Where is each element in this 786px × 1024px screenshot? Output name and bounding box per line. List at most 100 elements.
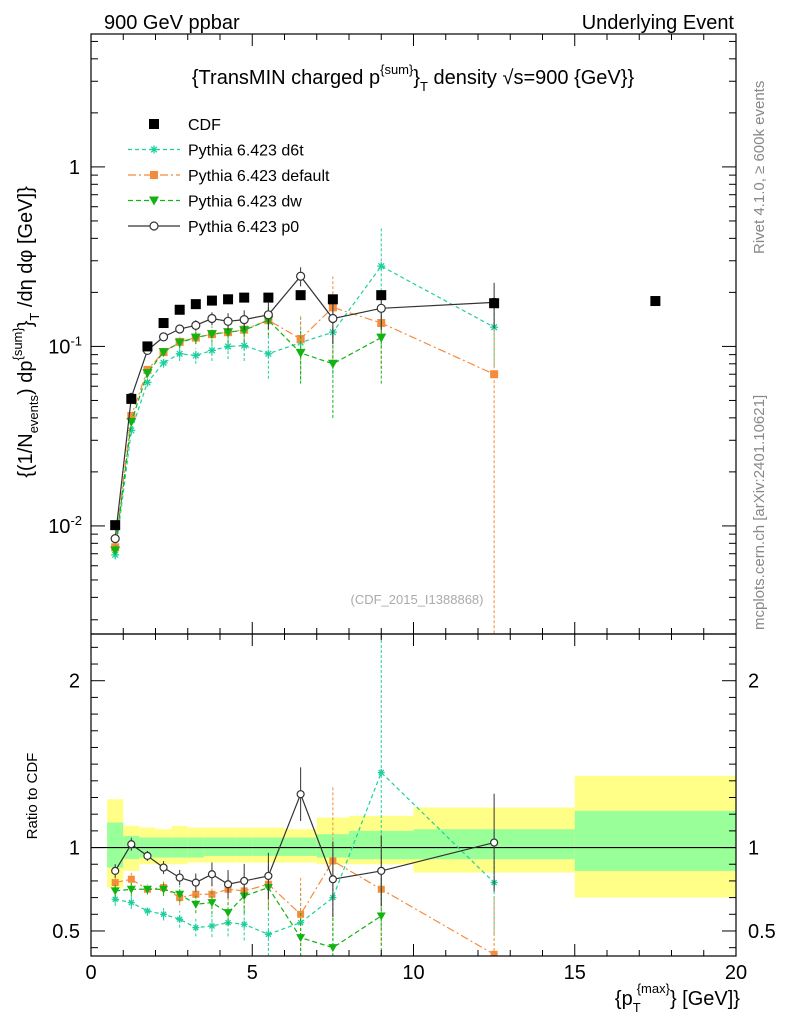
point-1-12	[377, 262, 386, 271]
legend: CDF Pythia 6.423 d6t Pythia 6.423 default P…	[128, 117, 330, 236]
point-1-1	[127, 426, 136, 435]
ratio-point-4-0	[111, 866, 120, 876]
legend-label-0: CDF	[188, 117, 221, 134]
ratio-tick-label-left-0: 0.5	[52, 921, 80, 943]
data-point-7	[223, 294, 234, 305]
header-left: 900 GeV ppbar	[104, 12, 240, 34]
point-4-5	[191, 320, 201, 330]
ratio-band-green-7	[220, 837, 237, 856]
series-line-3	[114, 319, 382, 551]
ratio-line-2	[115, 860, 495, 955]
data-point-3	[158, 318, 169, 329]
ratio-tick-label-left-2: 2	[69, 671, 80, 693]
data-point-13	[489, 298, 500, 309]
y-axis-label: {(1/Nevents) dp{sum}}T /dη dφ [GeV]}	[10, 186, 42, 478]
series-line-2	[114, 306, 495, 548]
ratio-band-green-0	[107, 822, 124, 868]
data-point-8	[239, 292, 250, 303]
point-2-1	[127, 411, 136, 420]
point-3-10	[295, 348, 306, 358]
ratio-point-4-6	[207, 870, 217, 879]
x-tick-label-10: 10	[402, 962, 424, 984]
ratio-tick-label-right-2: 2	[748, 671, 759, 693]
ratio-point-1-5	[192, 924, 200, 932]
ratio-point-4-4	[175, 873, 184, 882]
ratio-point-3-0	[110, 887, 120, 896]
y-tick-label-0: 10-2	[48, 513, 82, 538]
point-2-10	[296, 334, 305, 343]
point-1-5	[191, 351, 200, 360]
x-tick-label-15: 15	[564, 962, 586, 984]
point-1-7	[224, 342, 233, 351]
ratio-point-1-4	[176, 915, 184, 923]
point-3-11	[327, 359, 338, 369]
ratio-point-1-1	[127, 899, 135, 907]
legend-marker-1	[150, 145, 158, 154]
point-4-7	[223, 316, 233, 326]
point-3-4	[174, 338, 185, 348]
point-3-8	[239, 326, 250, 336]
ratio-point-3-5	[191, 900, 201, 909]
ratio-point-4-10	[296, 790, 305, 799]
ratio-tick-label-left-1: 1	[69, 838, 80, 860]
ratio-point-3-12	[376, 912, 386, 921]
point-4-12	[376, 303, 386, 313]
data-point-9	[263, 292, 274, 303]
ratio-band-green-6	[203, 837, 220, 856]
ratio-point-2-5	[192, 890, 200, 898]
point-1-9	[264, 349, 273, 358]
legend-label-4: Pythia 6.423 p0	[188, 219, 299, 236]
ratio-point-1-6	[208, 922, 216, 930]
ratio-point-3-3	[159, 885, 169, 894]
ratio-point-1-3	[160, 910, 168, 918]
point-1-4	[175, 349, 184, 358]
ratio-point-4-9	[264, 871, 273, 881]
ratio-point-3-2	[142, 885, 152, 894]
data-point-2	[142, 341, 153, 352]
point-3-5	[190, 333, 201, 343]
data-point-4	[174, 304, 185, 315]
y-tick-label-2: 1	[69, 157, 80, 179]
point-4-6	[207, 313, 217, 324]
mcplots-label: mcplots.cern.ch [arXiv:2401.10621]	[751, 395, 768, 630]
analysis-watermark: (CDF_2015_I1388868)	[351, 592, 484, 607]
point-2-13	[490, 370, 499, 379]
ratio-point-1-8	[240, 920, 248, 928]
x-tick-label-20: 20	[725, 962, 747, 984]
ratio-point-3-11	[328, 944, 338, 953]
ratio-point-3-1	[126, 885, 136, 894]
series-line-1	[114, 265, 495, 555]
data-point-12	[376, 290, 387, 301]
point-3-12	[376, 333, 387, 343]
ratio-point-4-7	[223, 880, 233, 889]
point-4-11	[328, 313, 338, 324]
header-right: Underlying Event	[582, 12, 735, 34]
legend-label-3: Pythia 6.423 dw	[188, 194, 302, 211]
series-line-4	[114, 275, 495, 539]
data-point-1	[126, 393, 137, 404]
ratio-band-green-8	[236, 837, 253, 856]
point-4-4	[175, 324, 185, 334]
legend-marker-4	[149, 221, 159, 231]
legend-label-2: Pythia 6.423 default	[188, 168, 330, 185]
ratio-point-4-3	[159, 863, 168, 872]
point-3-0	[110, 546, 121, 556]
ratio-point-4-11	[328, 875, 337, 884]
ratio-point-2-1	[127, 875, 135, 883]
ratio-point-2-0	[111, 879, 119, 887]
ratio-band-green-9	[252, 837, 285, 856]
data-point-0	[110, 520, 121, 531]
point-4-9	[263, 310, 273, 320]
data-point-10	[295, 290, 306, 301]
ratio-point-3-10	[296, 934, 306, 943]
x-tick-label-0: 0	[85, 962, 96, 984]
point-3-6	[206, 330, 217, 340]
ratio-point-3-7	[223, 909, 233, 918]
data-point-5	[190, 299, 201, 310]
ratio-point-4-13	[490, 838, 499, 847]
ratio-point-4-1	[127, 840, 136, 849]
legend-marker-2	[150, 171, 158, 179]
ratio-tick-label-right-1: 1	[748, 838, 759, 860]
ratio-point-1-2	[143, 907, 151, 915]
ratio-panel: 0 5 10 15 200.5 0.51 12 2	[52, 633, 776, 984]
